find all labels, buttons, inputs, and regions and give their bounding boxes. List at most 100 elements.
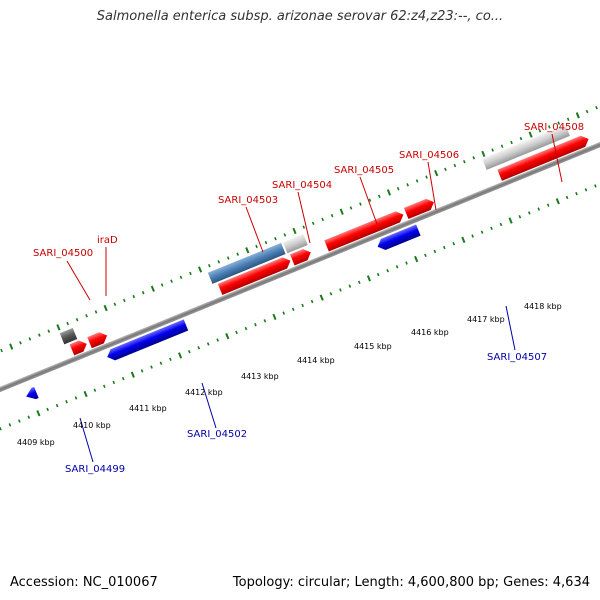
major-tick (481, 150, 486, 158)
minor-tick (206, 342, 210, 346)
minor-tick (123, 298, 126, 303)
minor-tick (216, 338, 219, 342)
minor-tick (8, 423, 12, 427)
minor-tick (339, 288, 342, 292)
major-tick (461, 236, 466, 243)
minor-tick (405, 261, 408, 265)
minor-tick (19, 341, 22, 345)
minor-tick (244, 326, 248, 331)
minor-tick (255, 244, 258, 249)
lower-tick-row (0, 184, 597, 431)
minor-tick (452, 242, 456, 246)
cds-forward-sari-04505[interactable] (324, 209, 405, 252)
minor-tick (46, 407, 49, 412)
gene-label-sari-04500[interactable]: SARI_04500 (33, 248, 93, 259)
gene-label-sari-04503[interactable]: SARI_04503 (218, 195, 278, 206)
cds-forward-small-b[interactable] (87, 330, 109, 349)
cds-sari-04504[interactable] (282, 233, 308, 254)
minor-tick (500, 144, 504, 148)
minor-tick (121, 376, 125, 381)
minor-tick (18, 419, 21, 423)
minor-tick (490, 226, 493, 231)
minor-tick (480, 230, 484, 234)
minor-tick (38, 333, 41, 337)
minor-tick (565, 195, 569, 200)
cds-forward-sari-04506[interactable] (403, 197, 436, 220)
cds-reverse-sari-04507[interactable] (375, 224, 421, 253)
gene-label-sari-04508[interactable]: SARI_04508 (524, 122, 584, 133)
cds-forward-small-a[interactable] (69, 338, 89, 356)
scale-label-4417: 4417 kbp (467, 315, 505, 324)
accession-text: Accession: NC_010067 (10, 575, 158, 590)
minor-tick (0, 427, 2, 431)
minor-tick (264, 240, 268, 245)
major-tick (103, 304, 108, 312)
minor-tick (112, 380, 116, 385)
cds-forward-sari-04503[interactable] (217, 255, 293, 295)
major-tick (319, 294, 324, 301)
major-tick (177, 352, 183, 359)
minor-tick (472, 156, 476, 160)
cds-forward-sari-04508[interactable] (497, 133, 590, 181)
minor-tick (150, 365, 153, 369)
major-tick (366, 275, 371, 282)
minor-tick (527, 211, 531, 215)
minor-tick (595, 106, 598, 110)
gene-label-irad[interactable]: iraD (97, 235, 118, 246)
gene-label-sari-04499[interactable]: SARI_04499 (65, 464, 125, 475)
minor-tick (330, 213, 334, 218)
cds-dark-grey[interactable] (59, 327, 78, 345)
scale-label-4416: 4416 kbp (411, 328, 449, 337)
leader-sari-04504 (297, 191, 311, 244)
scale-label-4414: 4414 kbp (297, 356, 335, 365)
minor-tick (141, 291, 145, 295)
minor-tick (188, 349, 191, 354)
minor-tick (226, 256, 230, 260)
scale-label-4410: 4410 kbp (73, 421, 111, 430)
gene-label-sari-04506[interactable]: SARI_04506 (399, 150, 459, 161)
leader-sari-04499 (79, 417, 94, 463)
major-tick (292, 227, 297, 235)
minor-tick (463, 159, 466, 164)
minor-tick (491, 148, 494, 152)
gene-label-sari-04507[interactable]: SARI_04507 (487, 352, 547, 363)
cds-reverse-sari-04499[interactable] (24, 386, 39, 402)
cds-sari-04508-partial[interactable] (482, 124, 570, 170)
minor-tick (263, 319, 267, 323)
gene-label-sari-04502[interactable]: SARI_04502 (187, 429, 247, 440)
minor-tick (444, 167, 447, 172)
minor-tick (311, 221, 315, 226)
major-tick (434, 169, 439, 177)
minor-tick (329, 292, 333, 296)
minor-tick (406, 183, 409, 187)
major-tick (9, 343, 14, 350)
major-tick (575, 112, 580, 119)
minor-tick (453, 163, 457, 168)
minor-tick (208, 264, 211, 268)
minor-tick (47, 329, 51, 333)
minor-tick (368, 198, 372, 202)
minor-tick (585, 109, 589, 114)
gene-label-sari-04505[interactable]: SARI_04505 (334, 165, 394, 176)
leader-sari-04508 (551, 133, 563, 183)
minor-tick (566, 117, 570, 121)
minor-tick (359, 202, 362, 206)
minor-tick (499, 222, 503, 227)
cds-forward-sari-04504[interactable] (290, 247, 313, 266)
gene-label-sari-04504[interactable]: SARI_04504 (272, 180, 332, 191)
major-tick (508, 217, 513, 224)
minor-tick (283, 233, 287, 237)
minor-tick (159, 361, 163, 365)
cds-sari-04503[interactable] (207, 242, 286, 284)
minor-tick (197, 346, 201, 350)
scale-label-4418: 4418 kbp (524, 302, 562, 311)
major-tick (36, 410, 41, 417)
minor-tick (160, 283, 164, 287)
minor-tick (310, 299, 314, 304)
minor-tick (291, 307, 295, 311)
minor-tick (74, 396, 78, 400)
minor-tick (357, 280, 361, 284)
minor-tick (28, 337, 32, 341)
cds-reverse-sari-04502[interactable] (105, 319, 189, 362)
